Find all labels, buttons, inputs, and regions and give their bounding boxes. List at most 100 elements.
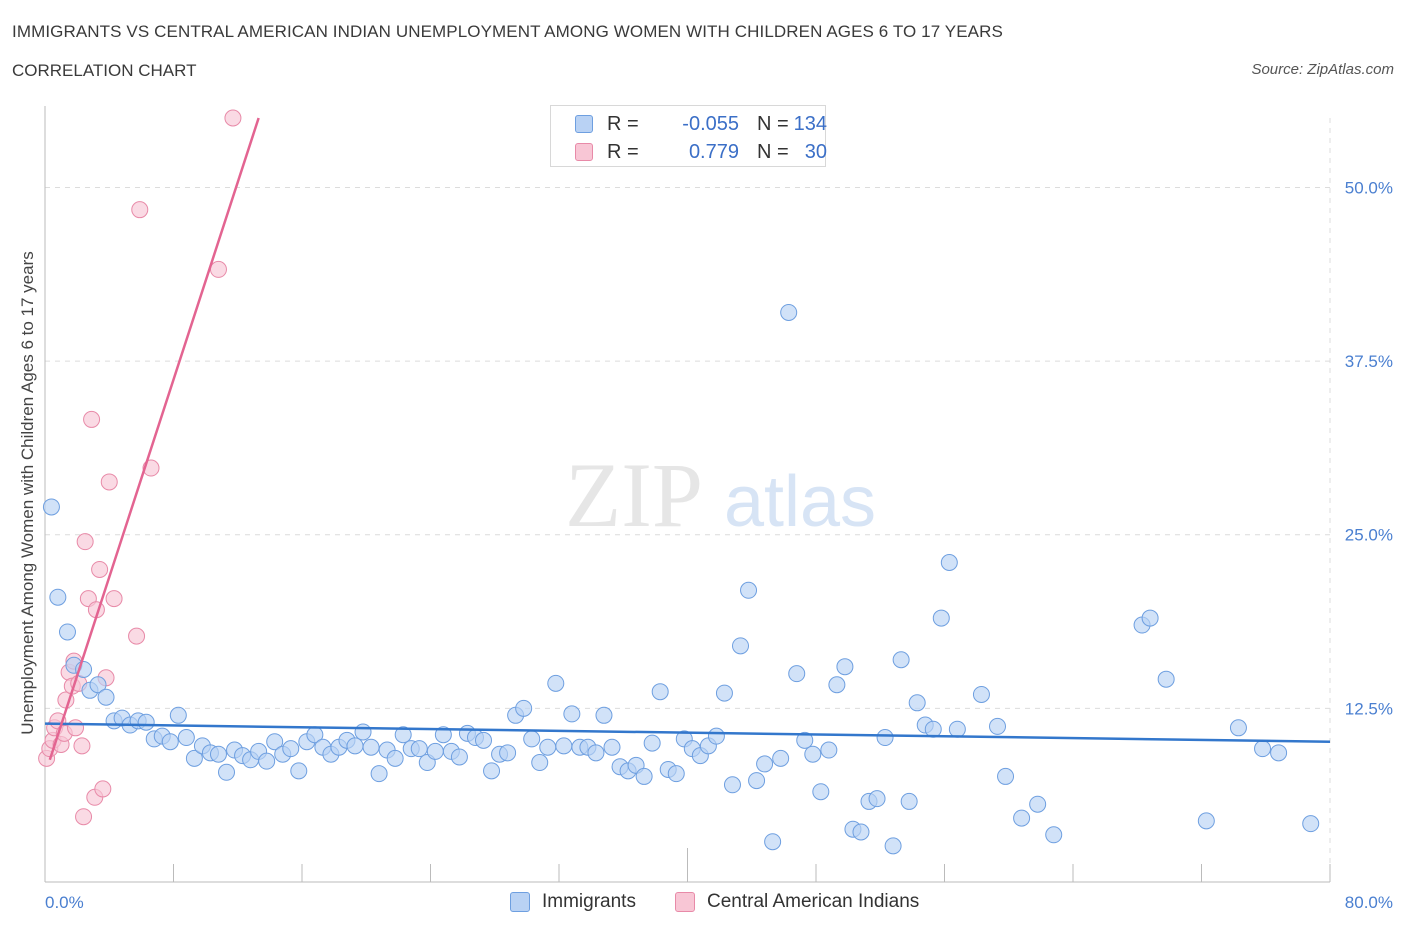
point-cai-20: [91, 560, 109, 578]
point-immigrants-43: [386, 749, 404, 767]
point-cai-23: [100, 473, 118, 491]
watermark-atlas: atlas: [724, 462, 876, 542]
point-immigrants-119: [1045, 826, 1063, 844]
point-cai-14: [75, 808, 93, 826]
point-immigrants-65: [563, 705, 581, 723]
point-immigrants-126: [1270, 744, 1288, 762]
point-immigrants-55: [483, 762, 501, 780]
watermark-zip: ZIP: [565, 444, 703, 546]
legend-r-label: R =: [607, 141, 639, 163]
legend-swatch-cai: [575, 143, 593, 161]
point-immigrants-63: [547, 674, 565, 692]
point-cai-15: [76, 533, 94, 551]
point-immigrants-121: [1141, 609, 1159, 627]
point-immigrants-46: [410, 740, 428, 758]
point-immigrants-104: [876, 729, 894, 747]
point-immigrants-68: [587, 744, 605, 762]
point-immigrants-87: [740, 581, 758, 599]
point-immigrants-124: [1229, 719, 1247, 737]
point-immigrants-117: [1013, 809, 1031, 827]
point-immigrants-30: [282, 740, 300, 758]
point-immigrants-97: [820, 741, 838, 759]
point-immigrants-112: [940, 554, 958, 572]
grid-lines: [45, 118, 1331, 882]
point-immigrants-84: [715, 684, 733, 702]
point-immigrants-106: [892, 651, 910, 669]
legend-n-label: N =: [757, 113, 789, 135]
source-credit: Source: ZipAtlas.com: [1251, 61, 1394, 78]
legend-label-immigrants: Immigrants: [542, 891, 636, 912]
point-immigrants-76: [651, 683, 669, 701]
point-immigrants-38: [346, 737, 364, 755]
point-immigrants-94: [796, 731, 814, 749]
point-immigrants-21: [209, 745, 227, 763]
y-tick-label-3: 50.0%: [1345, 178, 1393, 197]
point-immigrants-17: [177, 729, 195, 747]
point-immigrants-74: [635, 767, 653, 785]
watermark: ZIP atlas: [565, 444, 876, 546]
point-cai-11: [67, 719, 85, 737]
point-immigrants-62: [539, 738, 557, 756]
legend-swatch-immigrants: [510, 892, 530, 912]
y-tick-label-1: 25.0%: [1345, 526, 1393, 545]
y-tick-label-2: 37.5%: [1345, 352, 1393, 371]
point-immigrants-54: [475, 731, 493, 749]
point-immigrants-75: [643, 734, 661, 752]
point-immigrants-123: [1197, 812, 1215, 830]
point-immigrants-122: [1157, 670, 1175, 688]
point-immigrants-83: [707, 727, 725, 745]
point-immigrants-92: [780, 303, 798, 321]
point-immigrants-59: [515, 699, 533, 717]
point-cai-24: [105, 590, 123, 608]
point-immigrants-85: [723, 776, 741, 794]
point-immigrants-95: [804, 745, 822, 763]
point-immigrants-64: [555, 737, 573, 755]
legend-r-value: -0.055: [682, 113, 739, 135]
point-immigrants-39: [354, 723, 372, 741]
point-immigrants-49: [434, 726, 452, 744]
point-immigrants-40: [362, 738, 380, 756]
y-tick-label-0: 12.5%: [1345, 699, 1393, 718]
point-immigrants-111: [932, 609, 950, 627]
point-immigrants-60: [523, 730, 541, 748]
point-immigrants-93: [788, 665, 806, 683]
legend-swatch-immigrants: [575, 115, 593, 133]
point-immigrants-108: [908, 694, 926, 712]
point-immigrants-22: [218, 763, 236, 781]
point-immigrants-28: [266, 733, 284, 751]
point-immigrants-0: [42, 498, 60, 516]
y-tick-labels: 12.5% 25.0% 37.5% 50.0%: [1345, 178, 1393, 718]
point-immigrants-98: [828, 676, 846, 694]
legend-swatch-cai: [675, 892, 695, 912]
legend-n-label: N =: [757, 141, 789, 163]
point-immigrants-90: [764, 833, 782, 851]
point-immigrants-103: [868, 790, 886, 808]
point-immigrants-44: [394, 726, 412, 744]
point-immigrants-89: [756, 755, 774, 773]
chart-subtitle: CORRELATION CHART: [12, 61, 197, 80]
point-immigrants-16: [169, 706, 187, 724]
point-immigrants-6: [89, 676, 107, 694]
point-immigrants-86: [732, 637, 750, 655]
point-immigrants-127: [1302, 815, 1320, 833]
legend-r-label: R =: [607, 113, 639, 135]
x-tick-label-0: 0.0%: [45, 893, 84, 912]
point-immigrants-57: [499, 744, 517, 762]
series-legend: Immigrants Central American Indians: [0, 889, 1406, 915]
point-immigrants-70: [603, 738, 621, 756]
point-immigrants-69: [595, 706, 613, 724]
trend-line-immigrants: [44, 722, 1331, 743]
point-cai-29: [224, 109, 242, 127]
x-tick-label-1: 80.0%: [1345, 893, 1393, 912]
point-immigrants-1: [49, 588, 67, 606]
legend-r-value: 0.779: [688, 141, 739, 163]
point-immigrants-51: [450, 748, 468, 766]
legend-n-value: 30: [804, 141, 827, 163]
correlation-legend: R = -0.055 N = 134 R = 0.779 N = 30: [550, 105, 827, 167]
point-immigrants-12: [137, 713, 155, 731]
point-immigrants-105: [884, 837, 902, 855]
point-immigrants-78: [667, 765, 685, 783]
point-immigrants-115: [989, 717, 1007, 735]
point-immigrants-15: [161, 733, 179, 751]
